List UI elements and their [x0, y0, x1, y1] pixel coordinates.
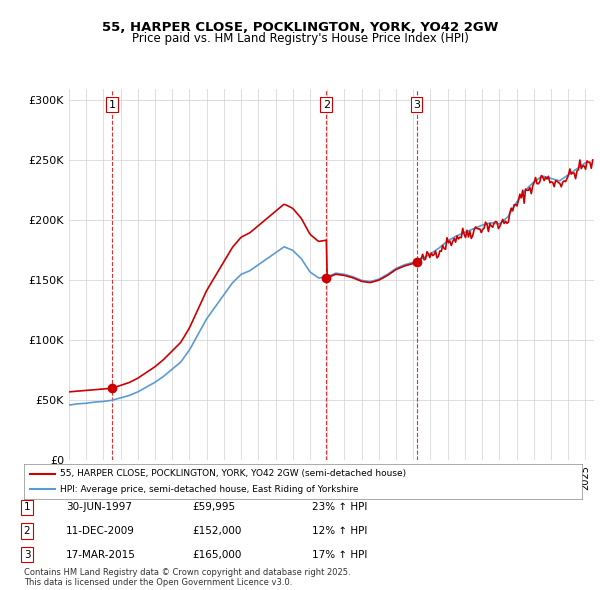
Text: 17-MAR-2015: 17-MAR-2015 [66, 550, 136, 559]
Text: Price paid vs. HM Land Registry's House Price Index (HPI): Price paid vs. HM Land Registry's House … [131, 32, 469, 45]
Text: 2: 2 [323, 100, 330, 110]
Text: 55, HARPER CLOSE, POCKLINGTON, YORK, YO42 2GW (semi-detached house): 55, HARPER CLOSE, POCKLINGTON, YORK, YO4… [60, 469, 406, 478]
Text: 1: 1 [109, 100, 115, 110]
Text: 55, HARPER CLOSE, POCKLINGTON, YORK, YO42 2GW: 55, HARPER CLOSE, POCKLINGTON, YORK, YO4… [102, 21, 498, 34]
Text: £152,000: £152,000 [192, 526, 241, 536]
Text: HPI: Average price, semi-detached house, East Riding of Yorkshire: HPI: Average price, semi-detached house,… [60, 485, 359, 494]
Text: 1: 1 [23, 503, 31, 512]
Text: 17% ↑ HPI: 17% ↑ HPI [312, 550, 367, 559]
Text: 3: 3 [23, 550, 31, 559]
Text: £59,995: £59,995 [192, 503, 235, 512]
Text: 11-DEC-2009: 11-DEC-2009 [66, 526, 135, 536]
Text: 23% ↑ HPI: 23% ↑ HPI [312, 503, 367, 512]
Text: 12% ↑ HPI: 12% ↑ HPI [312, 526, 367, 536]
Text: 3: 3 [413, 100, 420, 110]
Text: 30-JUN-1997: 30-JUN-1997 [66, 503, 132, 512]
Text: 2: 2 [23, 526, 31, 536]
Text: Contains HM Land Registry data © Crown copyright and database right 2025.
This d: Contains HM Land Registry data © Crown c… [24, 568, 350, 587]
Text: £165,000: £165,000 [192, 550, 241, 559]
